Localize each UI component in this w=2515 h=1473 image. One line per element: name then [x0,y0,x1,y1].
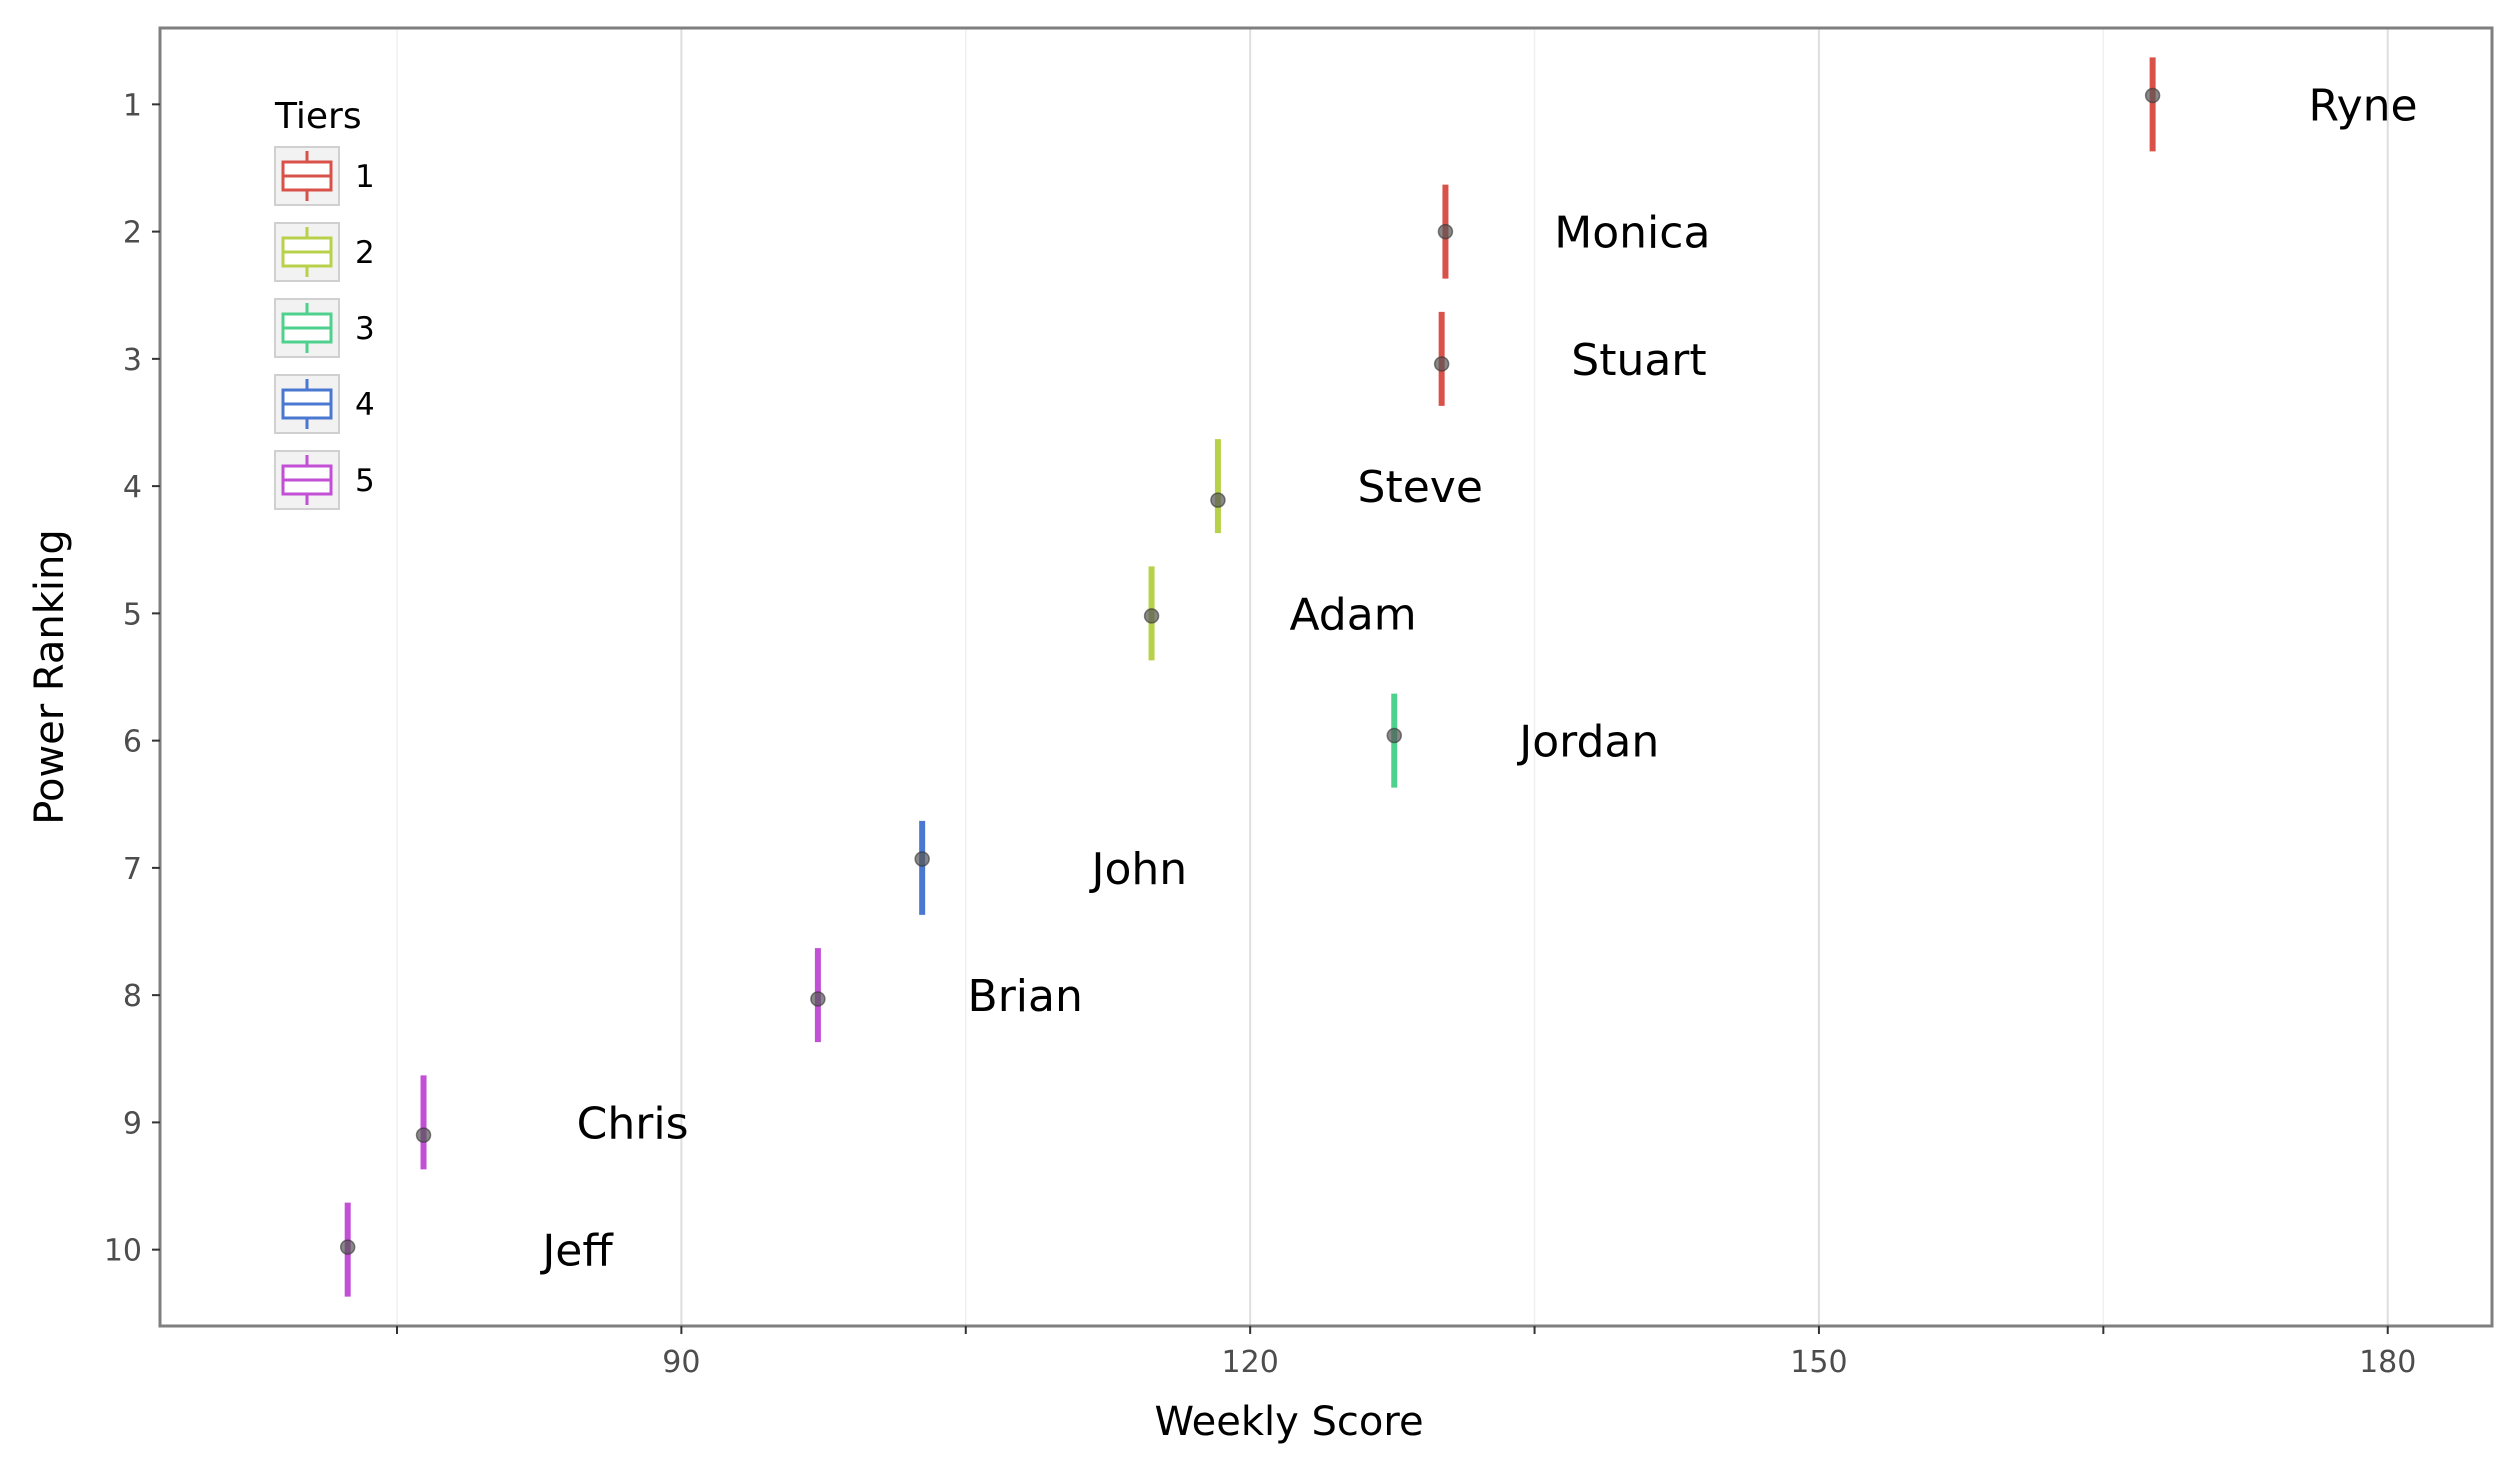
plot-panel [160,28,2492,1326]
label-brian: Brian [968,971,1083,1022]
y-axis: 1 2 3 4 5 6 7 8 9 10 [104,88,160,1269]
y-tick-label: 3 [123,343,142,378]
legend-title: Tiers [274,96,362,137]
x-tick-label: 150 [1790,1345,1847,1380]
data-point-john [914,851,930,867]
data-point-chris [415,1127,432,1143]
plot-border [158,26,2494,1328]
label-adam: Adam [1289,589,1416,640]
label-chris: Chris [577,1098,689,1149]
label-john: John [1088,844,1187,895]
legend-label-tier-3: 3 [355,311,375,347]
x-tick-label: 180 [2359,1345,2416,1380]
data-point-brian [810,991,826,1007]
y-tick-label: 4 [123,470,142,505]
x-tick-label: 120 [1222,1345,1279,1380]
legend-label-tier-2: 2 [355,235,375,271]
data-marks [339,57,2161,1297]
x-axis: 90 120 150 180 [395,1326,2416,1380]
data-point-jeff [339,1239,356,1255]
y-tick-label: 8 [123,979,142,1014]
y-axis-title: Power Ranking [27,529,73,824]
label-jeff: Jeff [539,1226,614,1277]
point-labels: Ryne Monica Stuart Steve Adam Jordan John Brian… [539,80,2417,1276]
grid-lines [396,28,2389,1326]
data-point-monica [1437,223,1454,240]
y-tick-label: 5 [123,597,142,632]
y-tick-label: 6 [123,725,142,760]
data-point-steve [1210,492,1226,508]
label-ryne: Ryne [2308,80,2417,131]
legend-label-tier-1: 1 [355,159,375,195]
legend-label-tier-5: 5 [355,463,375,499]
legend-label-tier-4: 4 [355,387,375,423]
label-monica: Monica [1554,208,1710,259]
data-point-adam [1143,608,1160,624]
y-tick-label: 9 [123,1106,142,1141]
data-point-ryne [2144,87,2161,104]
y-tick-label: 1 [123,88,142,123]
data-point-stuart [1433,356,1450,372]
x-tick-label: 90 [662,1345,700,1380]
y-tick-label: 10 [104,1234,142,1269]
x-axis-title: Weekly Score [1154,1399,1423,1445]
label-stuart: Stuart [1571,335,1706,386]
data-point-jordan [1386,727,1403,744]
label-jordan: Jordan [1516,717,1659,768]
legend: Tiers 1 2 3 4 5 [274,96,375,510]
label-steve: Steve [1358,462,1483,513]
y-tick-label: 7 [123,852,142,887]
y-tick-label: 2 [123,216,142,251]
